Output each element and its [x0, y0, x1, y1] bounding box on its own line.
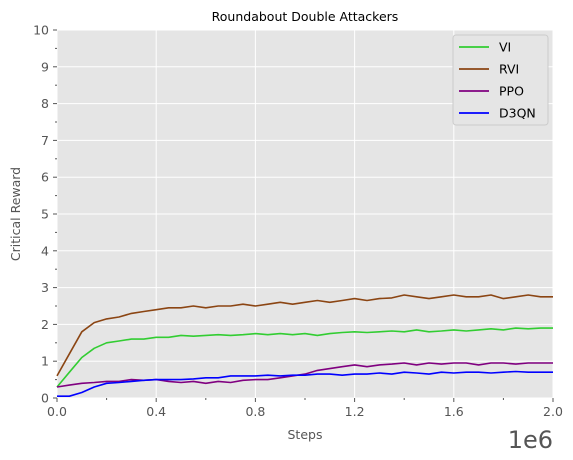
- series-line-d3qn: [57, 370, 553, 398]
- x-tick-label: 1.2: [345, 404, 365, 419]
- series-layer: [56, 294, 553, 398]
- legend: VI RVI PPO D3QN: [452, 34, 549, 126]
- y-tick-label: 5: [41, 207, 49, 222]
- legend-label-rvi: RVI: [499, 62, 519, 77]
- y-tick-label: 10: [33, 23, 49, 38]
- tick-labels: 0.0 0.4 0.8 1.2 1.6 2.0 0 1 2 3 4 5 6 7 8 9 10: [33, 23, 563, 420]
- y-tick-label: 6: [41, 170, 49, 185]
- grid: [56, 29, 554, 399]
- y-tick-label: 7: [41, 133, 49, 148]
- y-tick-label: 0: [41, 391, 49, 406]
- tick-marks: [53, 29, 554, 402]
- x-tick-label: 0.8: [245, 404, 265, 419]
- x-axis-title: Steps: [288, 427, 323, 442]
- y-tick-label: 9: [41, 59, 49, 74]
- x-tick-label: 0.4: [146, 404, 166, 419]
- series-line-rvi: [56, 294, 553, 377]
- x-offset-label: 1e6: [508, 426, 553, 454]
- x-tick-label: 2.0: [543, 404, 563, 419]
- x-tick-label: 1.6: [444, 404, 464, 419]
- legend-box: [452, 34, 549, 126]
- y-tick-label: 1: [41, 354, 49, 369]
- chart-title: Roundabout Double Attackers: [212, 9, 399, 24]
- legend-label-ppo: PPO: [499, 84, 524, 99]
- y-tick-label: 2: [41, 317, 49, 332]
- y-tick-label: 3: [41, 280, 49, 295]
- legend-label-d3qn: D3QN: [499, 106, 536, 121]
- legend-label-vi: VI: [499, 40, 511, 55]
- y-axis-title: Critical Reward: [8, 167, 23, 261]
- series-line-vi: [56, 327, 553, 388]
- y-tick-label: 8: [41, 96, 49, 111]
- x-tick-label: 0.0: [47, 404, 67, 419]
- y-tick-label: 4: [41, 243, 49, 258]
